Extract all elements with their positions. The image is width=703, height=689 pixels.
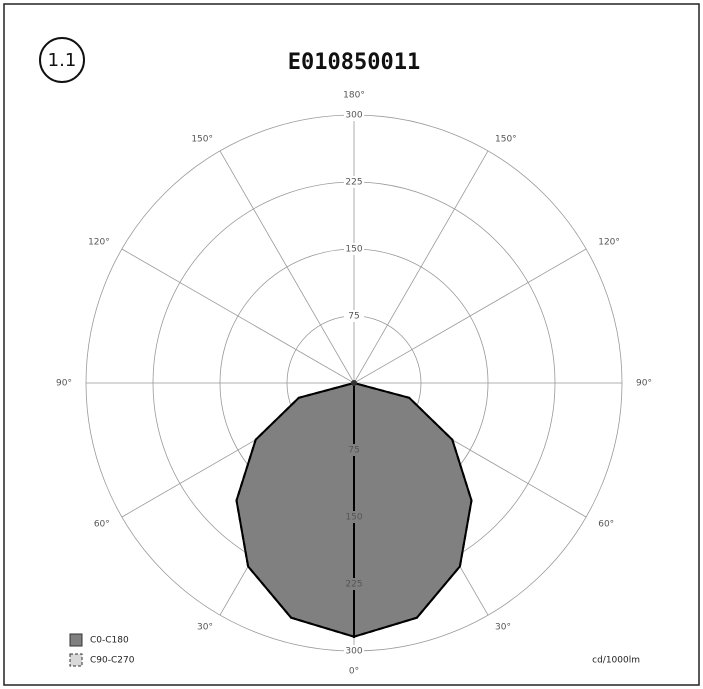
badge-circle [39, 37, 85, 83]
angle-label: 60° [94, 520, 110, 530]
r-tick-label: 75 [348, 312, 359, 322]
label-bg [344, 578, 364, 590]
r-tick-label: 225 [345, 580, 362, 590]
r-tick-label: 75 [348, 446, 359, 456]
legend-label: C0-C180 [90, 636, 129, 646]
angle-label: 30° [495, 623, 511, 633]
angle-label: 30° [197, 623, 213, 633]
angle-label: 180° [343, 91, 365, 101]
curve [235, 382, 355, 639]
grid-spoke [121, 248, 355, 384]
r-tick-label: 225 [345, 178, 362, 188]
angle-label: 150° [191, 134, 213, 144]
r-tick-label: 300 [345, 647, 362, 657]
label-bg [344, 645, 364, 657]
chart-title: E010850011 [288, 50, 420, 75]
label-bg [344, 444, 364, 456]
angle-label: 0° [349, 667, 359, 677]
origin [351, 380, 357, 386]
frame [3, 3, 700, 686]
curve [235, 382, 355, 639]
badge: 1.1 [48, 50, 77, 71]
legend-swatch [69, 633, 83, 647]
label-bg [344, 176, 364, 188]
angle-label: 90° [636, 379, 652, 389]
r-tick-label: 150 [345, 513, 362, 523]
legend-label: C90-C270 [90, 656, 135, 666]
angle-label: 120° [598, 238, 620, 248]
unit-label: cd/1000lm [592, 656, 640, 666]
curve [353, 382, 473, 639]
grid-spoke [353, 150, 489, 384]
angle-label: 120° [88, 238, 110, 248]
label-bg [344, 310, 364, 322]
curve [353, 382, 473, 639]
legend-swatch [69, 653, 83, 667]
angle-label: 150° [495, 134, 517, 144]
grid-spoke [353, 248, 587, 384]
angle-label: 60° [598, 520, 614, 530]
r-tick-label: 150 [345, 245, 362, 255]
label-bg [344, 109, 364, 121]
r-tick-label: 300 [345, 111, 362, 121]
label-bg [344, 511, 364, 523]
grid-spoke [219, 150, 355, 384]
label-bg [344, 243, 364, 255]
angle-label: 90° [56, 379, 72, 389]
